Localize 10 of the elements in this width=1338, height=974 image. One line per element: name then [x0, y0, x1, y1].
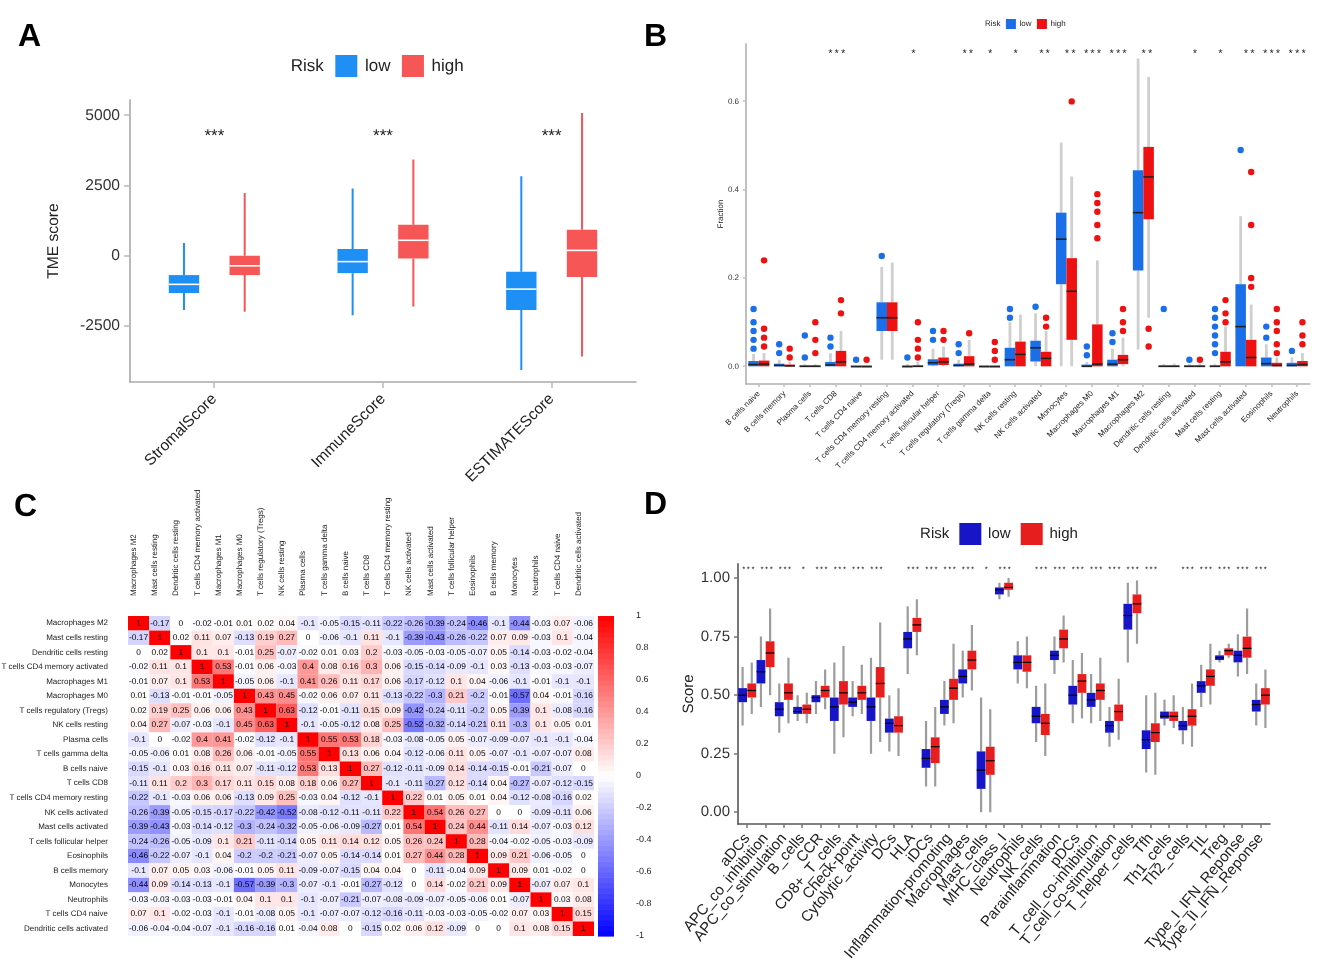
annotation: ***	[373, 124, 395, 145]
legend-label: high	[431, 54, 465, 75]
chart-title: A	[18, 20, 42, 54]
legend-title: Risk	[290, 54, 326, 75]
annotation: ***	[541, 124, 563, 145]
annotation: ***	[204, 124, 226, 145]
chart-title: C	[14, 490, 38, 524]
chart-title: D	[644, 488, 668, 522]
legend-label: low	[364, 54, 393, 75]
chart-title: B	[644, 20, 668, 54]
